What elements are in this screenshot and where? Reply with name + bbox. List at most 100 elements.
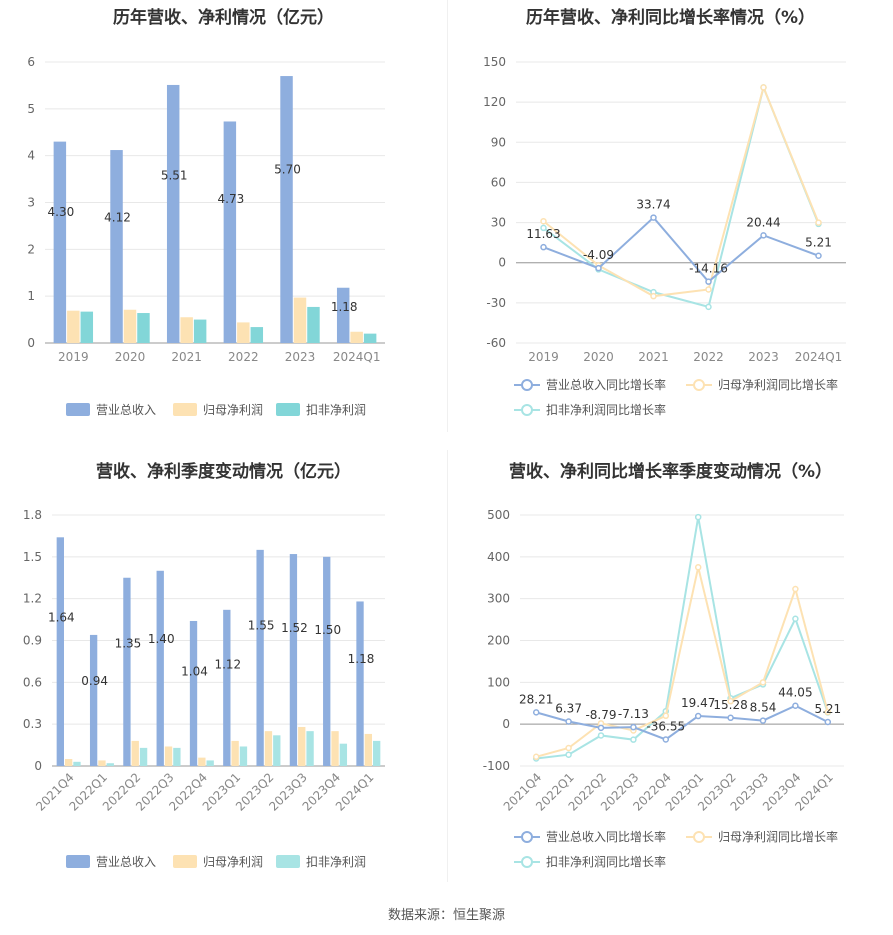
legend-marker: [693, 379, 705, 391]
bar-revenue: [323, 556, 331, 766]
y-tick-label: -30: [486, 296, 506, 310]
data-label: 4.73: [218, 192, 245, 206]
y-tick-label: 0.6: [23, 675, 42, 689]
chart-title: 营收、净利季度变动情况（亿元）: [96, 462, 351, 482]
y-tick-label: 6: [27, 55, 35, 69]
legend-label: 营业总收入: [96, 403, 156, 417]
y-tick-label: 200: [487, 634, 510, 648]
data-point: [759, 679, 767, 686]
data-point: [705, 303, 712, 311]
data-label: 5.70: [274, 162, 301, 176]
data-point: [650, 292, 657, 300]
bar-net-profit: [123, 309, 137, 343]
bar-net-profit: [231, 740, 239, 766]
x-tick-label: 2023: [748, 350, 779, 364]
data-point: [662, 736, 670, 743]
x-tick-label: 2024Q1: [333, 350, 381, 364]
bar-deducted-net-profit: [273, 735, 281, 766]
bar-revenue: [123, 577, 131, 766]
bar-revenue: [336, 287, 350, 343]
legend-marker: [521, 831, 533, 843]
legend-label: 营业总收入同比增长率: [546, 829, 666, 844]
legend-label: 归母净利润同比增长率: [718, 377, 838, 392]
bar-net-profit: [64, 759, 73, 766]
legend-swatch: [173, 403, 197, 416]
bar-revenue: [53, 141, 67, 343]
data-point: [565, 751, 572, 758]
bar-deducted-net-profit: [306, 731, 314, 766]
bar-net-profit: [98, 760, 106, 766]
x-tick-label: 2020: [115, 350, 146, 364]
quarterly-revenue-profit-chart: 营收、净利季度变动情况（亿元） 0 0.3 0.6 0.9 1.2 1.5 1.8 2021Q…: [0, 452, 447, 892]
data-point: [532, 709, 540, 716]
data-label: 1.64: [48, 610, 75, 624]
y-tick-label: 300: [487, 592, 510, 606]
data-label: 1.04: [181, 665, 208, 679]
bar-deducted-net-profit: [80, 311, 94, 343]
data-label: 5.51: [161, 168, 188, 182]
x-tick-label: 2023: [285, 350, 316, 364]
y-tick-label: 400: [487, 550, 510, 564]
bar-net-profit: [331, 731, 339, 766]
annual-revenue-profit-chart: 历年营收、净利情况（亿元） 0 1 2 3 4 5 6 2019 2020 2021 2022 202…: [0, 0, 447, 432]
bar-deducted-net-profit: [363, 333, 377, 343]
bar-deducted-net-profit: [206, 760, 214, 766]
data-label: 1.55: [248, 619, 275, 633]
legend-marker: [521, 379, 533, 391]
bar-net-profit: [237, 322, 250, 343]
x-tick-label: 2021: [638, 350, 669, 364]
data-point: [650, 214, 657, 221]
y-tick-label: 100: [487, 675, 510, 689]
bar-net-profit: [298, 726, 306, 766]
data-label: -7.13: [618, 707, 649, 721]
data-label: 0.94: [81, 674, 108, 688]
data-point: [727, 697, 734, 705]
bar-deducted-net-profit: [173, 747, 181, 766]
bar-deducted-net-profit: [339, 743, 348, 766]
y-tick-label: 2: [27, 242, 35, 256]
legend-label: 归母净利润同比增长率: [718, 829, 838, 844]
data-point: [705, 278, 712, 285]
y-tick-label: 150: [483, 55, 506, 69]
bar-deducted-net-profit: [106, 763, 114, 766]
series-line-revenue-growth: [543, 216, 819, 284]
data-point: [662, 712, 670, 720]
x-tick-label: 2019: [528, 350, 559, 364]
legend-swatch: [66, 855, 90, 868]
bar-revenue: [156, 570, 164, 766]
bar-revenue: [189, 620, 198, 766]
data-point: [597, 732, 605, 739]
y-tick-label: 60: [491, 175, 506, 189]
quarterly-growth-rate-chart: 营收、净利同比增长率季度变动情况（%） -100 0 100 200 300 400 500…: [448, 452, 893, 892]
data-point: [792, 585, 799, 593]
vertical-divider-top: [447, 0, 448, 432]
bar-net-profit: [67, 310, 80, 343]
data-point: [760, 84, 767, 91]
legend-marker: [521, 856, 533, 868]
data-label: 33.74: [636, 198, 670, 212]
data-label: 1.18: [331, 300, 358, 314]
bar-revenue: [166, 84, 180, 343]
data-point: [727, 714, 734, 722]
bar-revenue: [223, 609, 231, 766]
legend-swatch: [173, 855, 197, 868]
data-point: [792, 702, 799, 709]
bar-net-profit: [180, 317, 193, 343]
chart-canvas: 00.30.60.91.21.51.82021Q42022Q12022Q2202…: [23, 508, 385, 869]
series-line-net-profit-growth: [535, 567, 829, 758]
chart-title: 营收、净利同比增长率季度变动情况（%）: [508, 462, 833, 482]
data-point: [630, 723, 637, 731]
data-point: [540, 224, 547, 232]
bar-deducted-net-profit: [137, 313, 150, 343]
legend-swatch: [276, 403, 300, 416]
data-point: [694, 513, 702, 521]
bar-revenue: [89, 634, 98, 766]
data-point: [597, 724, 605, 732]
y-tick-label: 0: [34, 759, 42, 773]
bar-net-profit: [131, 740, 139, 766]
legend-label: 扣非净利润同比增长率: [546, 402, 666, 417]
bar-revenue: [110, 150, 123, 343]
data-label: -14.16: [689, 262, 728, 276]
legend-label: 营业总收入: [96, 855, 156, 869]
data-point: [540, 217, 547, 225]
